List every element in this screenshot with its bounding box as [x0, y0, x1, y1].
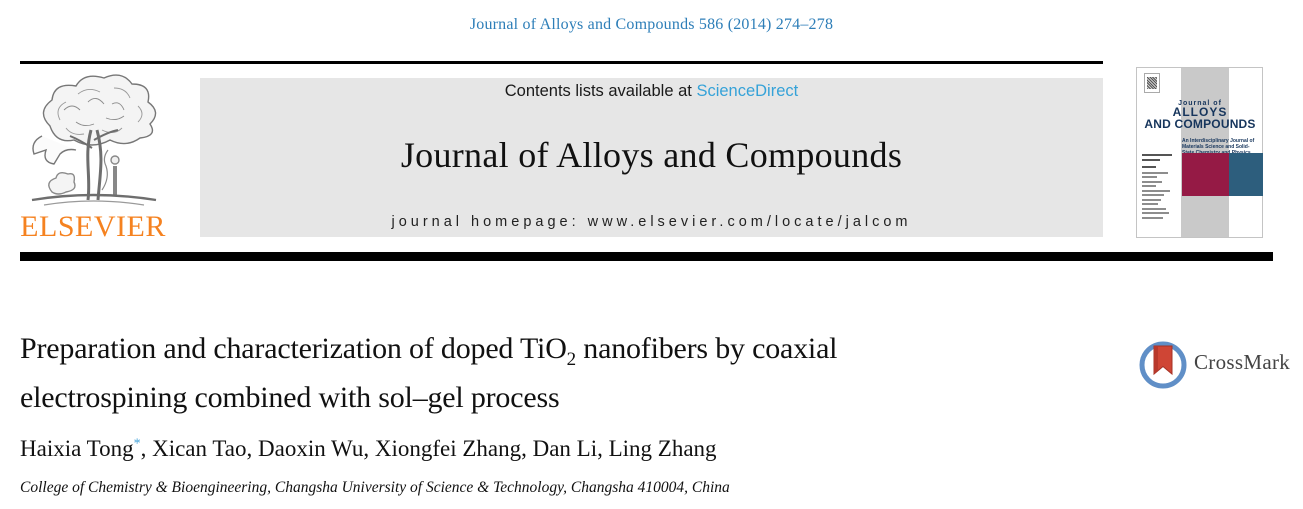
- cover-title-journal-of: Journal of: [1178, 100, 1222, 107]
- cover-editor-list-lines: [1142, 154, 1178, 221]
- cover-elsevier-mini-logo-icon: [1144, 73, 1160, 93]
- cover-gray-stripe: [1181, 68, 1229, 237]
- cover-title-alloys: ALLOYS: [1172, 105, 1228, 119]
- author-name: Haixia Tong: [20, 436, 134, 461]
- affiliation-line: College of Chemistry & Bioengineering, C…: [20, 479, 730, 496]
- cover-blue-square: [1229, 153, 1263, 196]
- sciencedirect-link[interactable]: ScienceDirect: [696, 82, 799, 100]
- cover-title-block: Journal of ALLOYS AND COMPOUNDS: [1139, 100, 1261, 130]
- elsevier-logo: ELSEVIER: [18, 70, 168, 243]
- header-bottom-rule: [20, 252, 1273, 261]
- article-title-fragment: Preparation and characterization of dope…: [20, 332, 567, 365]
- cover-title-and-compounds: AND COMPOUNDS: [1144, 117, 1256, 131]
- article-title-subscript: 2: [566, 349, 577, 370]
- elsevier-wordmark: ELSEVIER: [20, 210, 166, 243]
- authors-line: Haixia Tong*, Xican Tao, Daoxin Wu, Xion…: [20, 436, 1020, 462]
- corresponding-author-asterisk[interactable]: *: [133, 436, 141, 452]
- contents-line-text: Contents lists available at: [504, 82, 697, 100]
- contents-line: Contents lists available at ScienceDirec…: [200, 82, 1103, 101]
- author-names-rest: , Xican Tao, Daoxin Wu, Xiongfei Zhang, …: [140, 436, 717, 461]
- crossmark-icon: [1139, 341, 1187, 389]
- header-banner: [200, 78, 1103, 237]
- crossmark-label: CrossMark: [1194, 350, 1291, 374]
- crossmark-badge[interactable]: CrossMark: [1138, 336, 1291, 390]
- header-top-rule: [20, 61, 1103, 64]
- journal-title: Journal of Alloys and Compounds: [400, 135, 903, 175]
- elsevier-tree-icon: [31, 74, 157, 206]
- article-title-fragment: nanofibers by coaxial: [575, 332, 838, 365]
- citation-line: Journal of Alloys and Compounds 586 (201…: [469, 16, 834, 33]
- cover-maroon-square: [1182, 153, 1229, 196]
- article-title-fragment: electrospining combined with sol–gel pro…: [20, 381, 560, 414]
- journal-cover-thumbnail[interactable]: Journal of ALLOYS AND COMPOUNDS An Inter…: [1136, 67, 1263, 238]
- journal-homepage-link[interactable]: journal homepage: www.elsevier.com/locat…: [391, 214, 912, 230]
- article-title: Preparation and characterization of dope…: [20, 330, 1105, 417]
